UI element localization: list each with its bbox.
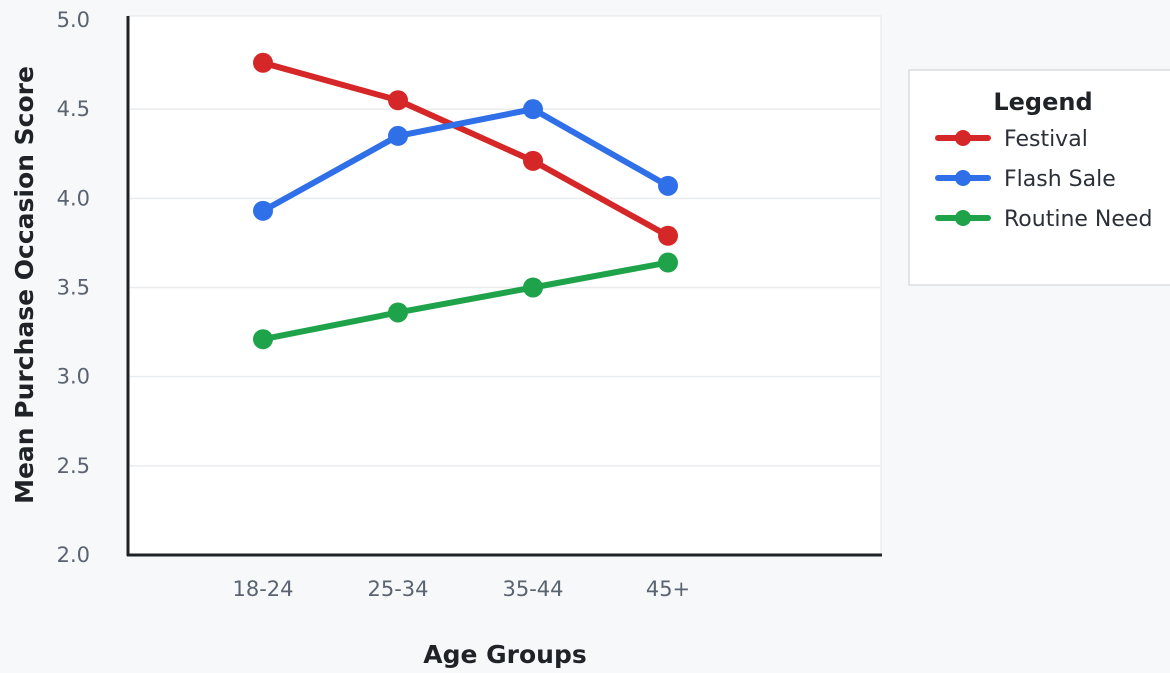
y-tick-label: 2.5: [57, 454, 90, 478]
legend-item-flash-sale: Flash Sale: [935, 167, 1116, 192]
x-tick-label: 45+: [646, 577, 690, 601]
series-line-routine-need: [260, 259, 671, 343]
data-point-festival: [658, 225, 678, 246]
legend-label: Flash Sale: [1004, 167, 1116, 192]
y-tick-label: 4.5: [57, 97, 90, 121]
legend-swatch-marker: [955, 170, 971, 186]
plot-area: [127, 15, 882, 555]
series-group: [253, 52, 678, 350]
data-point-routine-need: [523, 277, 543, 298]
x-tick-label: 35-44: [502, 577, 563, 601]
legend-label: Routine Need: [1004, 207, 1152, 232]
series-line-flash-sale: [260, 106, 671, 214]
y-tick-label: 3.5: [57, 276, 90, 300]
legend-swatch-marker: [955, 130, 971, 146]
data-point-festival: [253, 52, 273, 73]
data-point-festival: [523, 150, 543, 171]
data-point-flash-sale: [253, 200, 273, 221]
legend-swatch-marker: [955, 210, 971, 226]
data-point-routine-need: [388, 302, 408, 323]
legend-item-routine-need: Routine Need: [935, 207, 1152, 232]
y-tick-label: 4.0: [57, 186, 90, 210]
y-tick-label: 3.0: [57, 365, 90, 389]
series-line-festival: [260, 59, 671, 239]
y-tick-label: 5.0: [57, 8, 90, 32]
data-point-routine-need: [658, 252, 678, 273]
data-point-flash-sale: [523, 99, 543, 120]
x-tick-label: 18-24: [232, 577, 293, 601]
y-axis-title: Mean Purchase Occasion Score: [10, 66, 39, 504]
x-axis-title: Age Groups: [423, 640, 587, 669]
data-point-festival: [388, 90, 408, 111]
legend-title: Legend: [993, 88, 1092, 116]
x-axis-ticks: 18-24 25-34 35-44 45+: [232, 577, 690, 601]
grid-lines: [130, 108, 880, 467]
x-tick-label: 25-34: [367, 577, 428, 601]
data-point-routine-need: [253, 329, 273, 350]
data-point-flash-sale: [388, 125, 408, 146]
data-point-flash-sale: [658, 175, 678, 196]
legend-item-festival: Festival: [935, 127, 1088, 152]
y-tick-label: 2.0: [57, 543, 90, 567]
legend-items: Festival Flash Sale Routine Need: [935, 127, 1152, 232]
y-axis-ticks: 2.0 2.5 3.0 3.5 4.0 4.5 5.0: [57, 8, 90, 567]
legend-label: Festival: [1004, 127, 1088, 152]
legend: Legend Festival Flash Sale Routine Need: [908, 69, 1170, 286]
